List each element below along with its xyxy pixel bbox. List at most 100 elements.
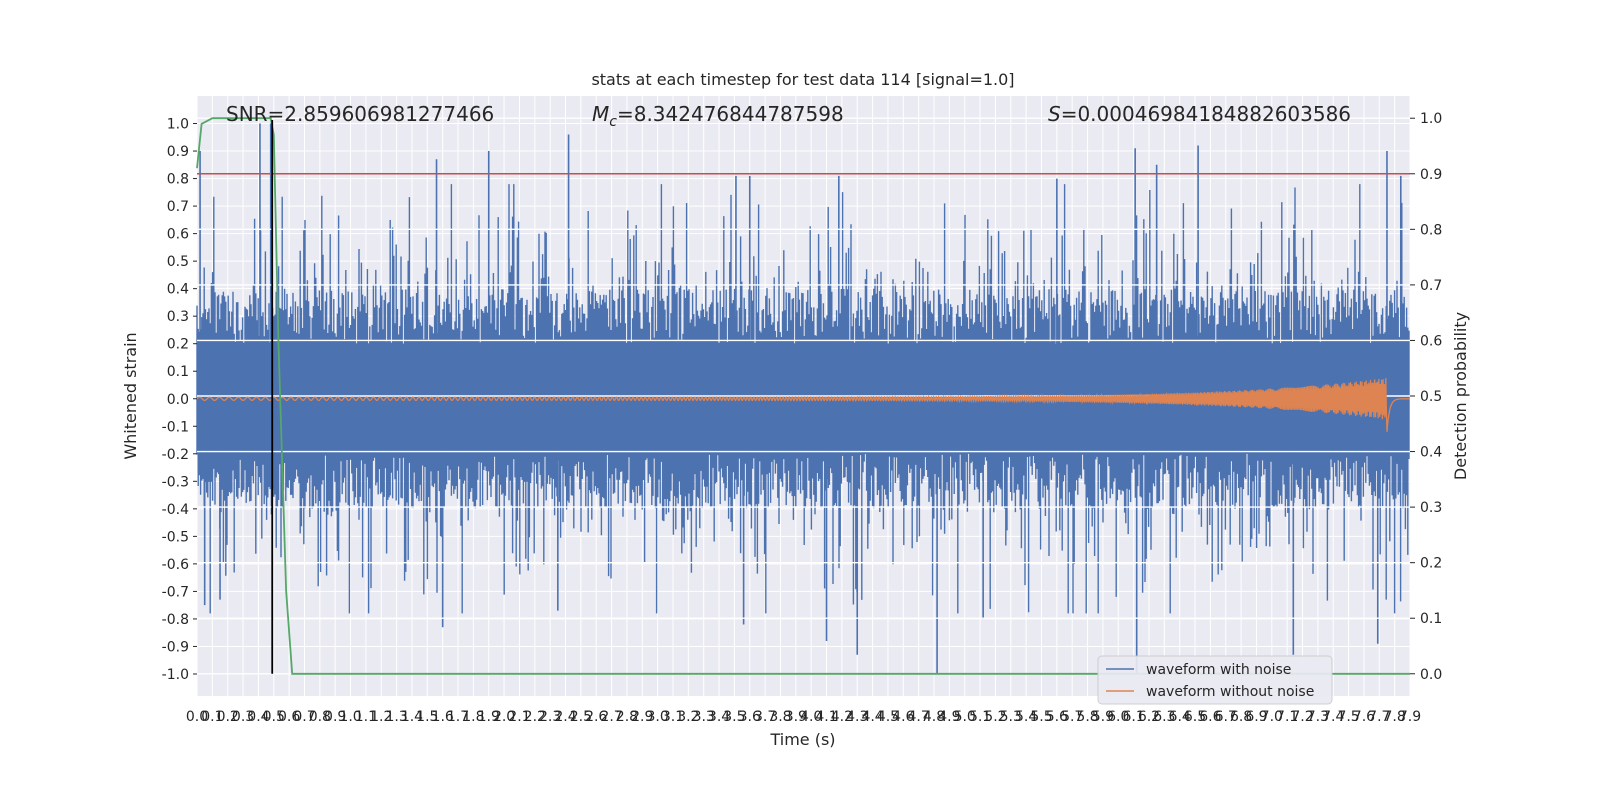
x-tick-label: 2.2 [524,709,546,725]
x-tick-label: 1.9 [478,709,500,725]
y-left-tick-label: 0.6 [167,227,189,243]
x-tick-label: 5.5 [1030,709,1052,725]
x-tick-label: 0.8 [309,709,331,725]
right-axis-grid-lines [197,117,1410,675]
x-tick-label: 5.9 [1092,709,1114,725]
x-tick-label: 3.1 [662,709,684,725]
chart-title: stats at each timestep for test data 114… [591,70,1014,89]
x-tick-label: 4.2 [831,709,853,725]
s-symbol: S [1048,102,1061,126]
x-tick-label: 1.2 [370,709,392,725]
chirp-mass-annotation: Mc=8.342476844787598 [592,102,844,130]
x-tick-label: 6.3 [1153,709,1175,725]
x-tick-label: 3.9 [785,709,807,725]
x-tick-label: 6.9 [1245,709,1267,725]
y-left-tick-label: -0.5 [162,529,189,545]
x-tick-label: 1.0 [339,709,361,725]
x-tick-label: 7.0 [1261,709,1283,725]
series-waveform-without-noise [196,378,1410,432]
y-axis-left-label: Whitened strain [121,332,140,459]
y-right-tick-label: 0.0 [1420,667,1442,683]
x-tick-label: 0.4 [247,709,269,725]
clean-trace [196,378,1410,432]
x-tick-label: 1.5 [416,709,438,725]
x-tick-label: 3.7 [754,709,776,725]
y-left-tick-label: 0.1 [167,364,189,380]
y-right-tick-label: 1.0 [1420,111,1442,127]
reference-lines [197,120,1410,674]
x-tick-label: 2.0 [493,709,515,725]
x-tick-label: 2.1 [508,709,530,725]
y-left-tick-label: 0.3 [167,309,189,325]
x-tick-label: 0.7 [293,709,315,725]
y-right-tick-label: 0.8 [1420,222,1442,238]
x-tick-label: 7.1 [1276,709,1298,725]
x-tick-label: 4.7 [908,709,930,725]
y-right-tick-label: 0.9 [1420,167,1442,183]
x-tick-label: 1.7 [447,709,469,725]
x-tick-label: 2.6 [585,709,607,725]
y-left-tick-label: 0.0 [167,392,189,408]
x-tick-label: 0.6 [278,709,300,725]
x-tick-label: 7.8 [1384,709,1406,725]
x-axis-label: Time (s) [769,730,835,749]
y-left-tick-label: -0.7 [162,584,189,600]
legend-box [1097,655,1333,705]
y-axis-right-ticks: 1.0 0.9 0.8 0.7 0.6 0.5 0.4 0.3 0.2 0.1 0.0 [1410,111,1442,683]
y-left-tick-label: -0.8 [162,612,189,628]
y-left-tick-label: -0.4 [162,502,189,518]
y-left-tick-label: 0.8 [167,172,189,188]
series-detection-probability [196,117,1410,675]
x-tick-label: 6.5 [1184,709,1206,725]
probability-line [196,117,1410,675]
y-axis-right-label: Detection probability [1451,312,1470,480]
x-tick-label: 5.1 [969,709,991,725]
x-tick-label: 3.5 [723,709,745,725]
y-left-tick-label: 0.9 [167,144,189,160]
x-tick-label: 0.9 [324,709,346,725]
x-tick-label: 7.7 [1368,709,1390,725]
y-left-tick-label: -0.1 [162,419,189,435]
x-tick-label: 4.4 [861,709,883,725]
x-tick-label: 4.3 [846,709,868,725]
y-left-tick-label: 0.5 [167,254,189,270]
y-right-tick-label: 0.4 [1420,445,1442,461]
x-tick-label: 6.7 [1215,709,1237,725]
legend-label-clean: waveform without noise [1146,684,1314,700]
x-tick-label: 2.4 [554,709,576,725]
x-tick-label: 7.2 [1291,709,1313,725]
y-left-tick-label: 1.0 [167,117,189,133]
x-tick-label: 7.3 [1307,709,1329,725]
chirp-mass-subscript: c [609,114,617,130]
x-tick-label: 3.0 [647,709,669,725]
s-annotation: S=0.00046984184882603586 [1048,102,1351,126]
y-right-tick-label: 0.2 [1420,556,1442,572]
x-tick-label: 5.0 [954,709,976,725]
x-tick-label: 3.3 [693,709,715,725]
x-tick-label: 2.7 [600,709,622,725]
x-tick-label: 7.4 [1322,709,1344,725]
x-tick-label: 3.6 [739,709,761,725]
x-tick-label: 1.4 [401,709,423,725]
x-tick-label: 5.2 [984,709,1006,725]
chirp-mass-symbol: M [592,102,609,126]
x-tick-label: 7.6 [1353,709,1375,725]
x-tick-label: 6.1 [1122,709,1144,725]
x-tick-label: 5.8 [1076,709,1098,725]
x-tick-label: 4.9 [938,709,960,725]
x-tick-label: 2.8 [616,709,638,725]
chirp-mass-value: =8.342476844787598 [617,102,844,126]
x-tick-label: 4.1 [815,709,837,725]
y-left-tick-label: -0.3 [162,474,189,490]
x-tick-label: 6.6 [1199,709,1221,725]
x-tick-label: 4.5 [877,709,899,725]
x-tick-label: 1.8 [462,709,484,725]
y-left-tick-label: 0.4 [167,282,189,298]
x-tick-label: 1.1 [355,709,377,725]
x-tick-label: 0.2 [217,709,239,725]
y-left-tick-label: -0.2 [162,447,189,463]
y-left-tick-label: -1.0 [162,667,189,683]
y-right-tick-label: 0.7 [1420,278,1442,294]
x-tick-label: 1.3 [385,709,407,725]
x-tick-label: 3.8 [769,709,791,725]
